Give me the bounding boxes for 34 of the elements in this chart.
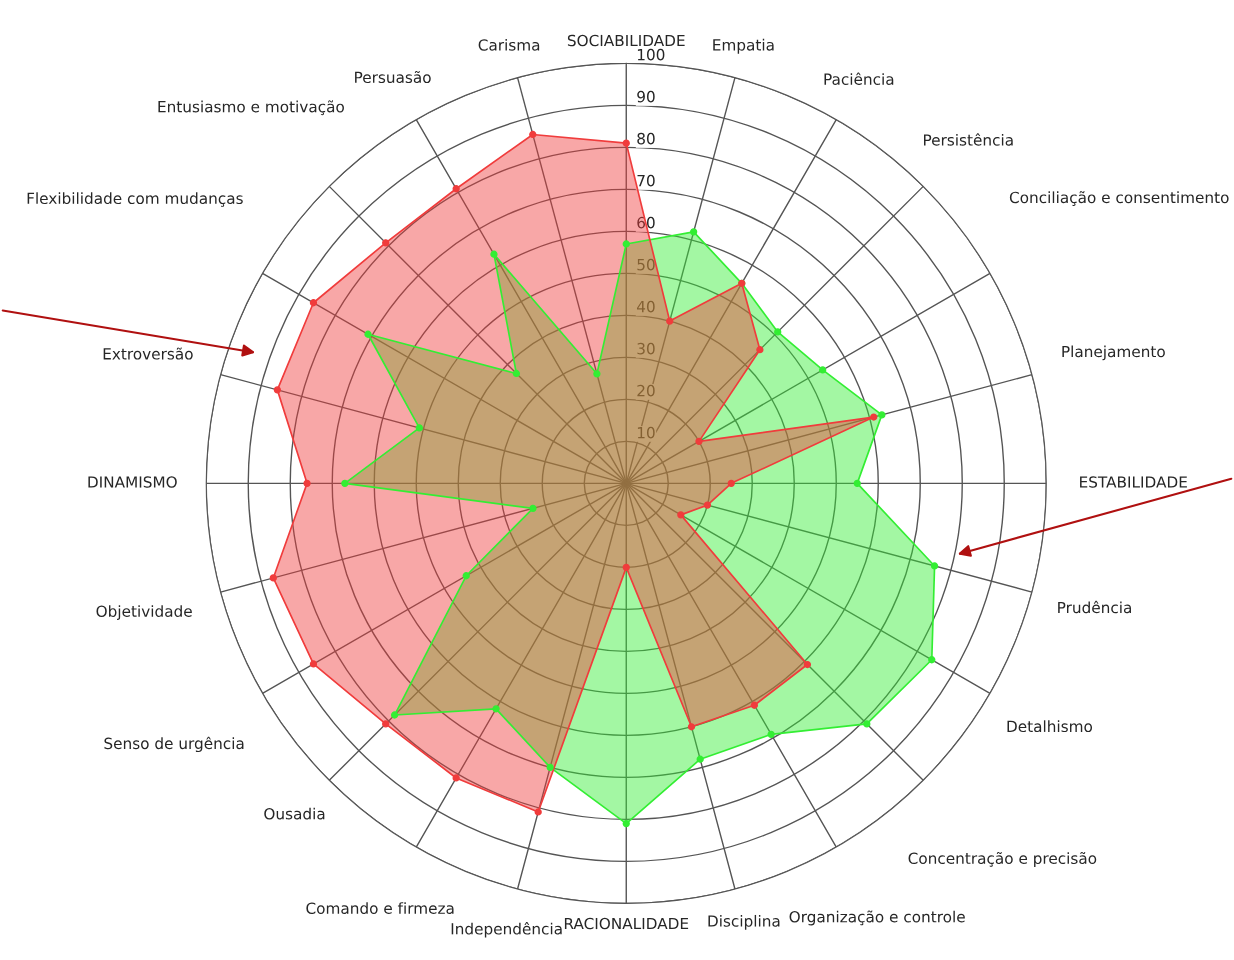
spoke-label: DINAMISMO	[88, 476, 177, 488]
y-tick-label: 20	[637, 384, 655, 397]
y-tick-label: 70	[637, 174, 655, 187]
spoke-label: SOCIABILIDADE	[567, 34, 685, 47]
spoke-label: Empatia	[713, 38, 774, 54]
spoke-label: Persistência	[924, 133, 1013, 146]
y-tick-label: 40	[637, 300, 655, 313]
y-tick-label: 60	[637, 216, 655, 229]
spoke-label: Conciliação e consentimento	[1009, 191, 1229, 206]
spoke-label: Detalhismo	[1007, 720, 1093, 733]
spoke-label: Extroversão	[103, 347, 193, 360]
y-tick-label: 100	[637, 48, 665, 61]
spoke-label: Flexibilidade com mudanças	[27, 192, 243, 207]
spoke-label: Objetividade	[96, 605, 192, 620]
spoke-label: Concentração e precisão	[908, 851, 1097, 867]
spoke-label: Disciplina	[708, 914, 780, 930]
spoke-label: Planejamento	[1062, 345, 1165, 361]
y-tick-label: 50	[637, 258, 655, 271]
spoke-label: Paciência	[824, 72, 894, 85]
spoke-label: RACIONALIDADE	[564, 917, 689, 930]
spoke-label: Entusiasmo e motivação	[158, 100, 344, 116]
spoke-label: Ousadia	[264, 807, 325, 820]
y-tick-label: 80	[637, 132, 655, 145]
spoke-label: Prudência	[1058, 600, 1131, 614]
spoke-label: Persuasão	[355, 70, 431, 84]
spoke-label: Carisma	[478, 38, 540, 51]
y-tick-label: 90	[637, 90, 655, 103]
spoke-label: Comando e firmeza	[306, 902, 454, 914]
spoke-label: Senso de urgência	[104, 736, 244, 753]
spoke-label: ESTABILIDADE	[1080, 476, 1187, 488]
spoke-label: Independência	[451, 922, 562, 938]
y-tick-label: 30	[637, 342, 655, 355]
spoke-label: Organização e controle	[789, 910, 965, 926]
y-tick-label: 10	[637, 426, 655, 439]
